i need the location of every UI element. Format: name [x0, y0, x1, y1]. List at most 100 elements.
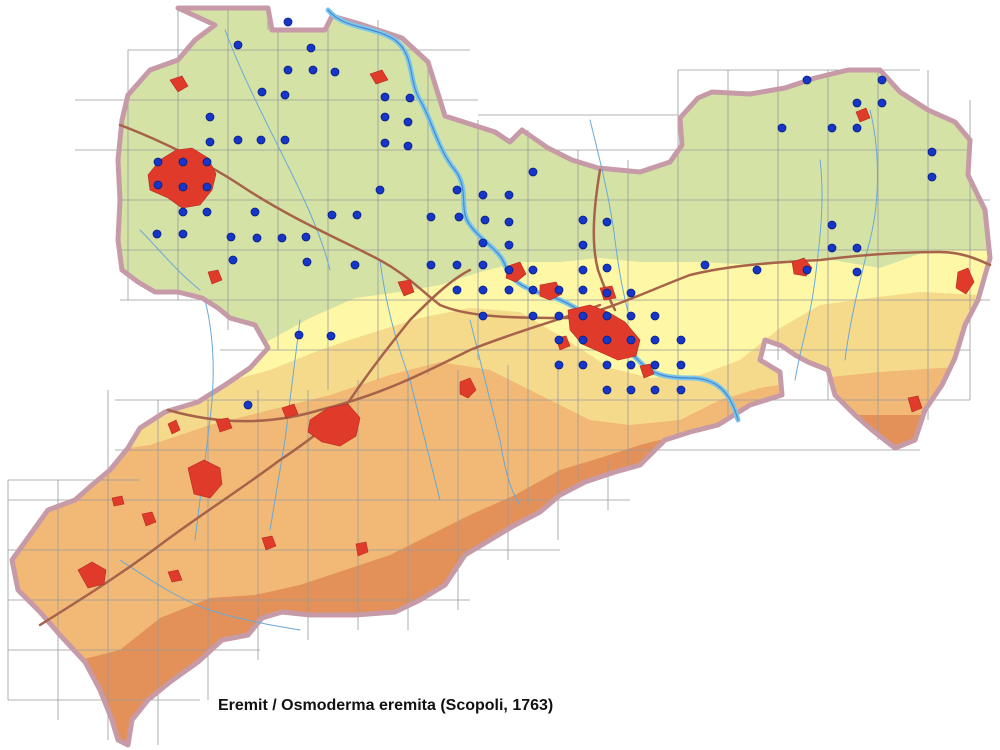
record-dot — [426, 212, 436, 222]
motorway-a4-west — [166, 303, 602, 423]
record-dot — [602, 263, 612, 273]
record-dot — [257, 87, 267, 97]
record-dot — [452, 185, 462, 195]
record-dot — [202, 207, 212, 217]
record-dot — [554, 335, 564, 345]
city-chemnitz — [307, 403, 361, 447]
city-limbach — [281, 403, 299, 419]
record-dot — [504, 285, 514, 295]
record-dot — [852, 123, 862, 133]
record-dot — [294, 330, 304, 340]
record-dot — [602, 217, 612, 227]
city-glauchau — [215, 417, 233, 433]
record-dot — [178, 157, 188, 167]
city-zwickau — [187, 459, 223, 499]
city-aue — [261, 535, 277, 551]
record-dot — [152, 229, 162, 239]
record-dot — [602, 335, 612, 345]
record-dot — [405, 93, 415, 103]
record-dot — [205, 112, 215, 122]
record-dot — [350, 260, 360, 270]
record-dot — [528, 285, 538, 295]
record-dot — [380, 138, 390, 148]
record-dot — [554, 360, 564, 370]
record-dot — [528, 311, 538, 321]
record-dot — [650, 360, 660, 370]
record-dot — [250, 207, 260, 217]
record-dot — [852, 267, 862, 277]
record-dot — [827, 123, 837, 133]
city-doebeln — [397, 279, 415, 297]
record-dot — [375, 185, 385, 195]
record-dot — [802, 265, 812, 275]
record-dot — [283, 17, 293, 27]
record-dot — [326, 331, 336, 341]
record-dot — [676, 360, 686, 370]
record-dot — [478, 190, 488, 200]
record-dot — [478, 260, 488, 270]
record-dot — [308, 65, 318, 75]
record-dot — [280, 90, 290, 100]
record-dot — [877, 75, 887, 85]
record-dot — [578, 285, 588, 295]
record-dot — [233, 135, 243, 145]
record-dot — [228, 255, 238, 265]
record-dot — [626, 311, 636, 321]
record-dot — [153, 180, 163, 190]
city-markneukirchen — [111, 495, 125, 507]
city-delitzsch — [169, 75, 189, 93]
record-dot — [927, 172, 937, 182]
record-dot — [380, 112, 390, 122]
record-dot — [676, 335, 686, 345]
record-dot — [650, 385, 660, 395]
record-dot — [454, 212, 464, 222]
city-werdau — [167, 419, 181, 435]
record-dot — [330, 67, 340, 77]
record-dot — [243, 400, 253, 410]
record-dot — [280, 135, 290, 145]
record-dot — [202, 157, 212, 167]
record-dot — [578, 265, 588, 275]
city-reichenbach — [141, 511, 157, 527]
record-dot — [877, 98, 887, 108]
record-dot — [602, 360, 612, 370]
record-dot — [626, 288, 636, 298]
record-dot — [578, 335, 588, 345]
record-dot — [602, 385, 612, 395]
record-dot — [504, 217, 514, 227]
record-dot — [452, 285, 462, 295]
motorway-a72 — [38, 268, 472, 627]
city-leipzig — [147, 147, 217, 209]
record-dot — [554, 285, 564, 295]
record-dot — [578, 311, 588, 321]
city-auerbach — [167, 569, 183, 583]
map-caption: Eremit / Osmoderma eremita (Scopoli, 176… — [218, 697, 554, 714]
record-dot — [528, 265, 538, 275]
record-dot — [927, 147, 937, 157]
record-dot — [602, 311, 612, 321]
record-dot — [554, 311, 564, 321]
record-dot — [153, 157, 163, 167]
record-dot — [676, 385, 686, 395]
record-dot — [306, 43, 316, 53]
city-goerlitz — [955, 267, 975, 295]
record-dot — [205, 137, 215, 147]
record-dot — [178, 182, 188, 192]
record-dot — [626, 335, 636, 345]
record-dot — [426, 260, 436, 270]
record-dot — [578, 240, 588, 250]
record-dot — [626, 360, 636, 370]
city-borna — [207, 269, 223, 285]
record-dot — [202, 182, 212, 192]
record-dot — [352, 210, 362, 220]
record-dot — [528, 167, 538, 177]
record-dot — [504, 190, 514, 200]
record-dot — [327, 210, 337, 220]
record-dot — [283, 65, 293, 75]
record-dot — [650, 335, 660, 345]
record-dot — [852, 243, 862, 253]
record-dot — [226, 232, 236, 242]
